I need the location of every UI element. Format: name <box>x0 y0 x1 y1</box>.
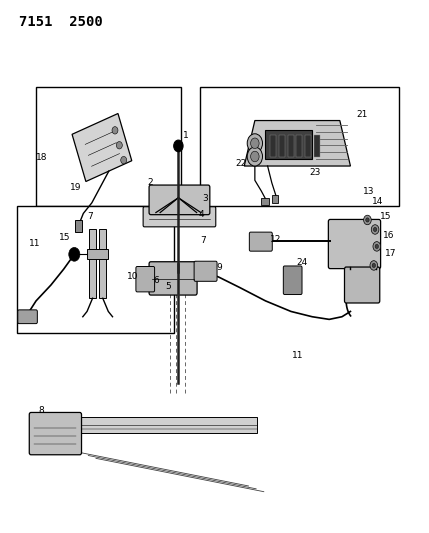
Circle shape <box>364 215 371 225</box>
Text: 13: 13 <box>363 187 374 196</box>
FancyBboxPatch shape <box>149 262 197 295</box>
Bar <box>266 130 312 159</box>
Bar <box>261 198 269 205</box>
Polygon shape <box>72 114 132 182</box>
Bar <box>314 135 320 157</box>
Circle shape <box>116 142 122 149</box>
Circle shape <box>375 244 378 248</box>
FancyBboxPatch shape <box>344 267 380 303</box>
Text: 11: 11 <box>293 351 304 360</box>
Circle shape <box>251 138 259 149</box>
FancyBboxPatch shape <box>29 413 82 455</box>
Circle shape <box>251 151 259 162</box>
Text: 12: 12 <box>270 235 282 244</box>
Text: 18: 18 <box>36 152 47 161</box>
Bar <box>199 87 399 206</box>
Bar <box>305 135 311 157</box>
Text: 23: 23 <box>309 168 321 177</box>
Text: 4: 4 <box>198 210 204 219</box>
Circle shape <box>373 228 377 232</box>
Text: 6: 6 <box>154 276 159 285</box>
Circle shape <box>112 127 118 134</box>
Circle shape <box>69 247 80 261</box>
Bar <box>296 135 302 157</box>
Bar <box>17 206 174 333</box>
Bar <box>270 135 276 157</box>
Text: 15: 15 <box>59 233 71 242</box>
Text: 16: 16 <box>383 231 394 240</box>
Bar <box>89 230 96 298</box>
Circle shape <box>121 157 127 164</box>
Polygon shape <box>244 120 350 166</box>
Text: 24: 24 <box>296 259 307 267</box>
Text: 14: 14 <box>372 198 384 206</box>
Circle shape <box>371 225 379 234</box>
Text: 19: 19 <box>70 183 82 192</box>
FancyBboxPatch shape <box>249 232 272 251</box>
Circle shape <box>372 263 375 268</box>
Text: 15: 15 <box>380 212 391 221</box>
Circle shape <box>370 261 378 270</box>
Text: 11: 11 <box>29 239 41 248</box>
Text: 9: 9 <box>217 263 223 272</box>
Text: 2: 2 <box>147 179 153 188</box>
FancyBboxPatch shape <box>18 310 37 324</box>
FancyBboxPatch shape <box>283 266 302 295</box>
Circle shape <box>373 241 381 251</box>
FancyBboxPatch shape <box>136 266 154 292</box>
FancyBboxPatch shape <box>143 207 216 227</box>
Bar <box>87 249 108 259</box>
Text: 7: 7 <box>87 212 93 221</box>
Text: 17: 17 <box>385 249 396 259</box>
Bar <box>287 135 293 157</box>
Bar <box>272 195 278 203</box>
FancyBboxPatch shape <box>328 220 381 269</box>
Circle shape <box>247 147 263 166</box>
Bar <box>36 87 181 206</box>
Text: 22: 22 <box>236 159 247 168</box>
Text: 3: 3 <box>202 195 208 203</box>
Circle shape <box>247 134 263 153</box>
Text: 1: 1 <box>183 131 188 140</box>
Bar <box>75 220 82 232</box>
Text: 5: 5 <box>166 282 172 291</box>
Bar <box>279 135 284 157</box>
Text: 10: 10 <box>127 271 139 280</box>
FancyBboxPatch shape <box>149 185 210 215</box>
Text: 7151  2500: 7151 2500 <box>19 15 103 29</box>
Circle shape <box>174 140 183 152</box>
Text: 7: 7 <box>200 236 205 245</box>
Polygon shape <box>40 417 257 433</box>
Text: 8: 8 <box>39 406 45 415</box>
Text: 21: 21 <box>356 110 368 119</box>
FancyBboxPatch shape <box>194 261 217 281</box>
Circle shape <box>366 218 369 222</box>
Bar <box>100 230 106 298</box>
